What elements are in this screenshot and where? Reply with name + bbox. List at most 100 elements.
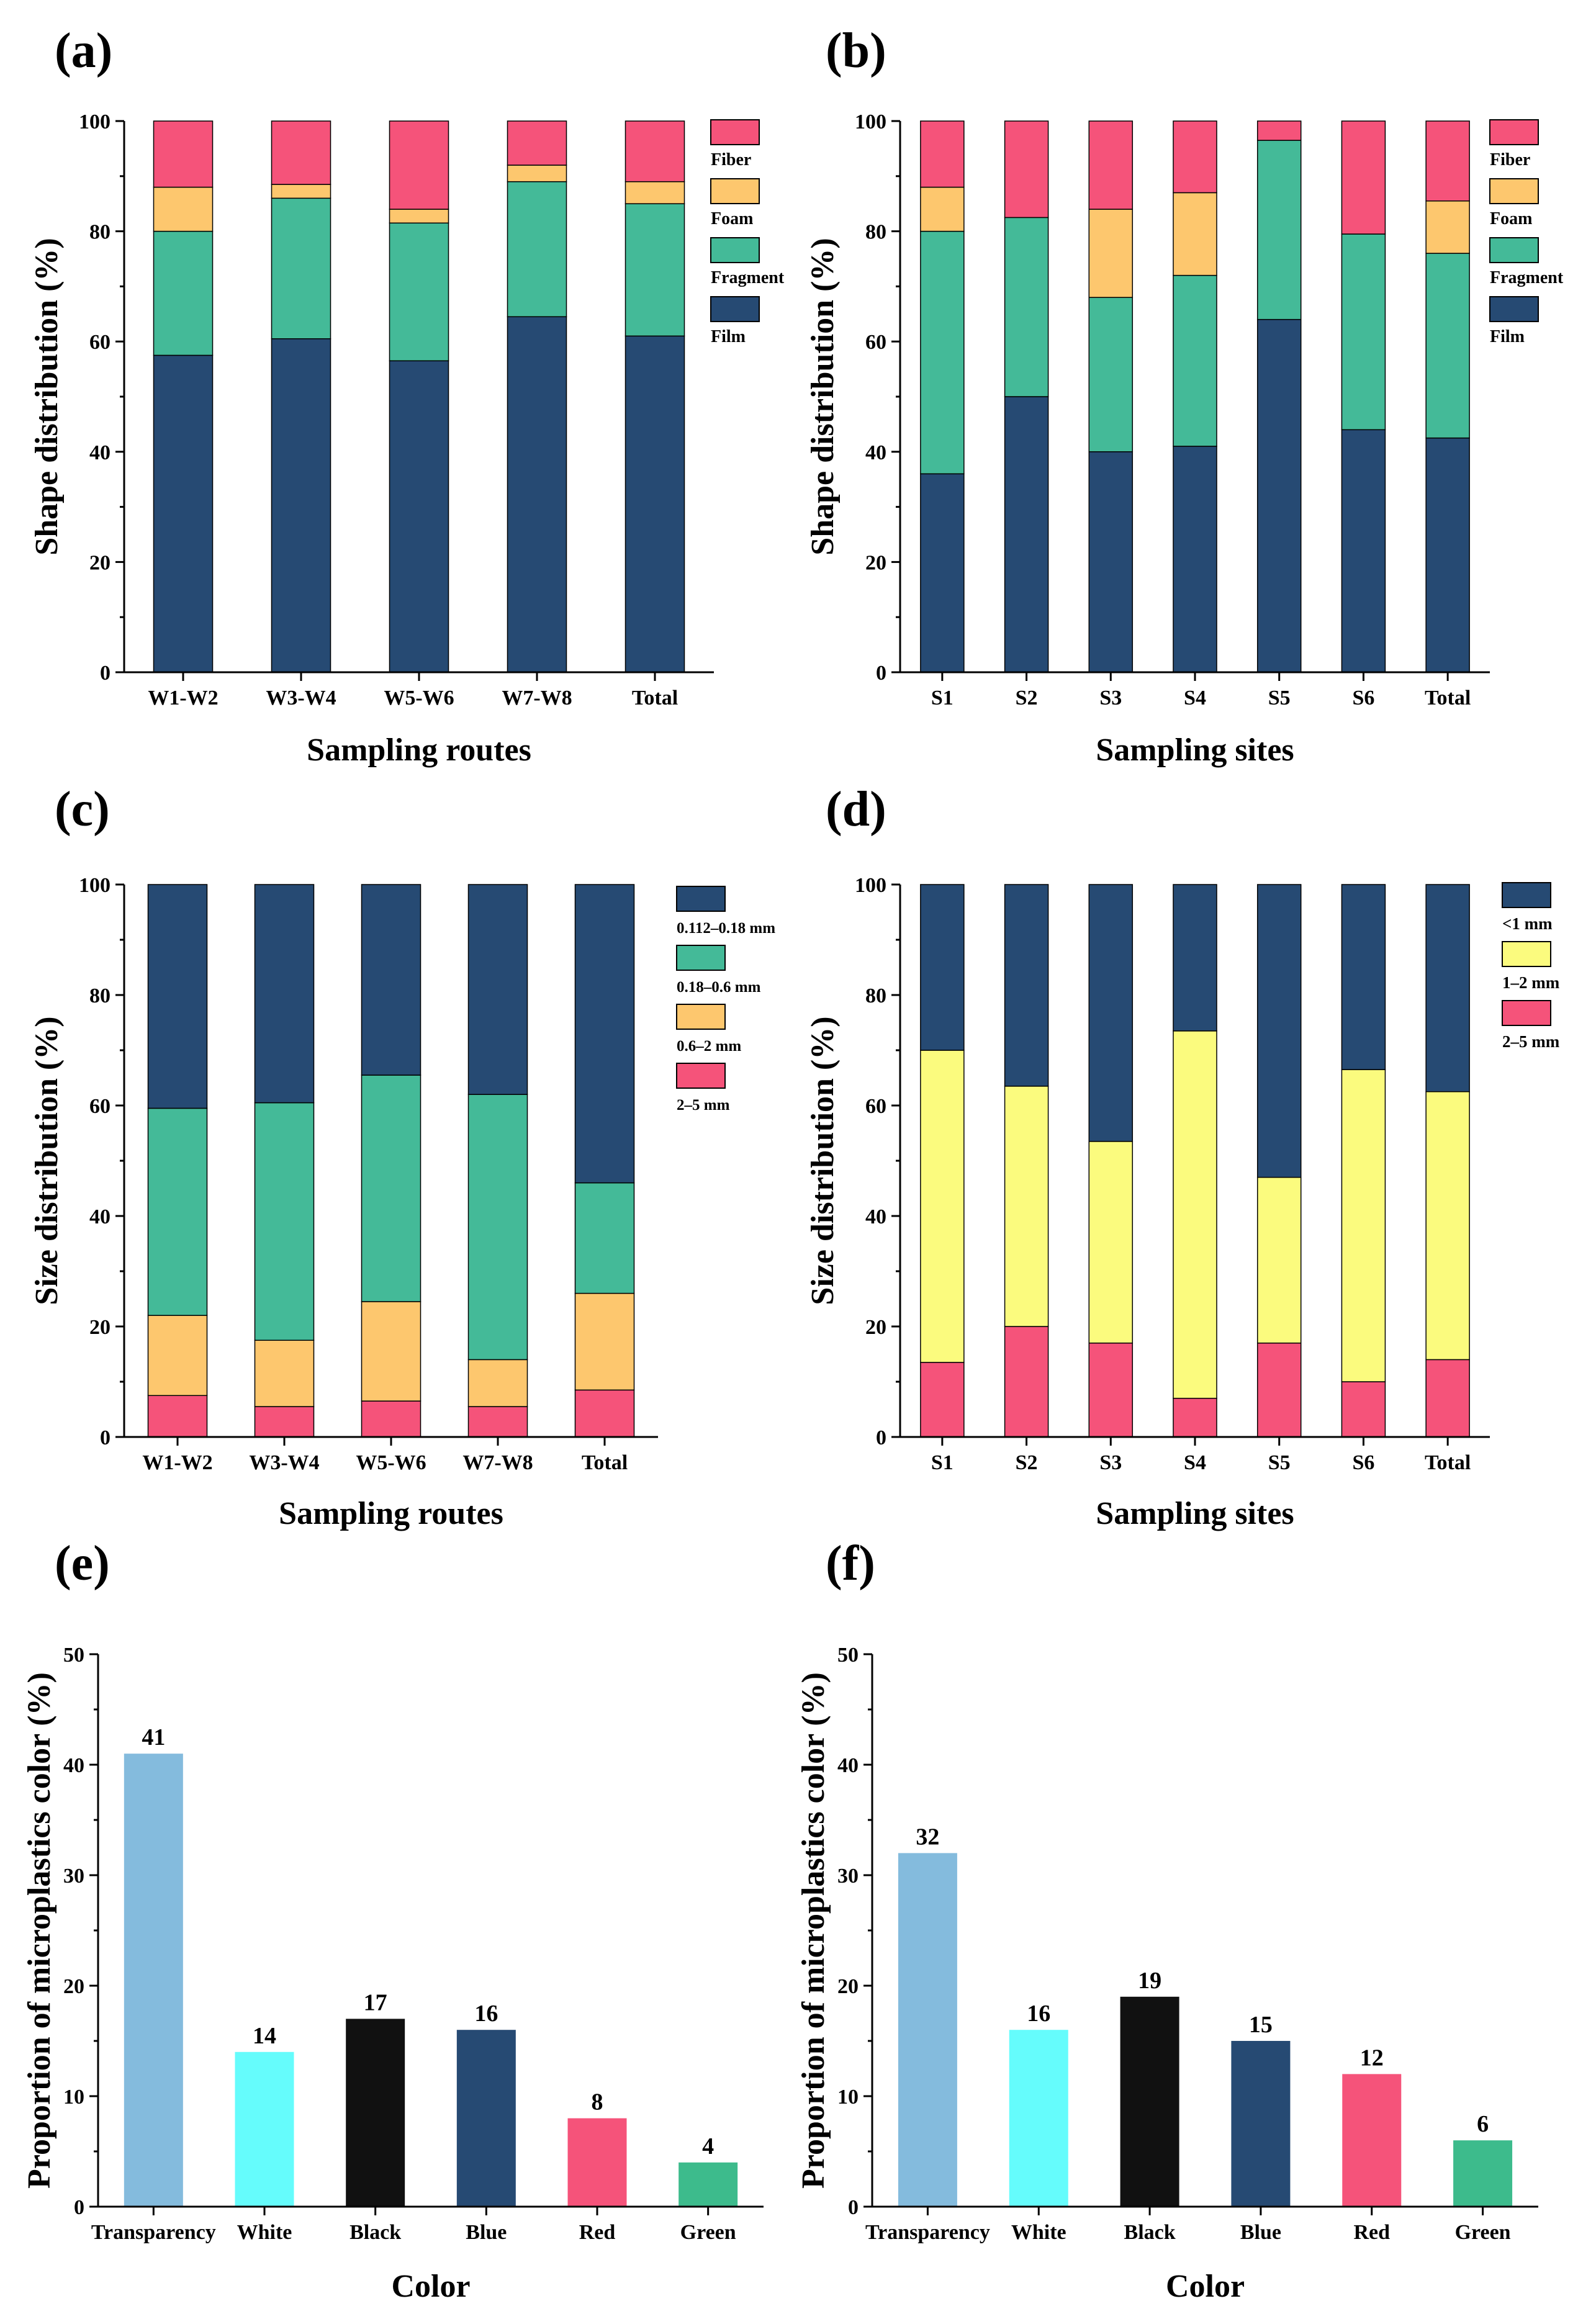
data-label: 8 bbox=[592, 2089, 603, 2115]
legend-swatch bbox=[1489, 237, 1539, 263]
legend-label: Film bbox=[1490, 327, 1525, 346]
bar-segment bbox=[361, 1301, 422, 1402]
x-tick-label: S5 bbox=[1268, 687, 1291, 709]
x-tick-label: White bbox=[237, 2221, 292, 2244]
data-label: 19 bbox=[1138, 1968, 1161, 1994]
y-tick-label: 0 bbox=[876, 662, 886, 685]
bar-segment bbox=[389, 360, 449, 673]
legend-swatch bbox=[1502, 882, 1551, 908]
bar-segment bbox=[1256, 120, 1302, 141]
y-axis-label: Shape distribution (%) bbox=[29, 238, 65, 555]
y-tick-label: 50 bbox=[837, 1644, 859, 1667]
data-label: 14 bbox=[253, 2023, 276, 2049]
bar-segment bbox=[254, 1102, 315, 1341]
bar-segment bbox=[624, 181, 685, 204]
x-tick-label: S1 bbox=[931, 1451, 954, 1474]
bar-segment bbox=[271, 197, 331, 340]
legend-swatch bbox=[710, 237, 760, 263]
legend-label: Foam bbox=[711, 209, 753, 228]
bar-segment bbox=[153, 186, 214, 232]
legend-swatch bbox=[676, 1063, 726, 1089]
bar-segment bbox=[507, 120, 567, 166]
bar-segment bbox=[574, 884, 635, 1184]
y-tick-label: 20 bbox=[837, 1975, 859, 1998]
x-tick-label: S2 bbox=[1016, 1451, 1038, 1474]
bar bbox=[679, 2162, 738, 2207]
x-axis-label: Sampling routes bbox=[279, 1496, 503, 1531]
bar-segment bbox=[920, 1362, 965, 1438]
x-tick-label: Total bbox=[1425, 1451, 1471, 1474]
y-tick-label: 10 bbox=[63, 2086, 84, 2109]
y-tick-label: 80 bbox=[865, 984, 886, 1007]
y-tick-label: 100 bbox=[855, 110, 886, 133]
bar bbox=[456, 2030, 516, 2207]
bar-segment bbox=[1256, 140, 1302, 320]
data-label: 32 bbox=[916, 1824, 939, 1850]
y-tick-label: 60 bbox=[89, 331, 110, 354]
y-tick-label: 30 bbox=[63, 1865, 84, 1888]
data-label: 15 bbox=[1249, 2012, 1273, 2038]
bar-segment bbox=[361, 1074, 422, 1302]
panel-a: (a) 0 20 40 60 80 100 W1-W2 W3-W4 W5-W6 W7-W8 Total… bbox=[29, 24, 785, 768]
x-tick-label: W3-W4 bbox=[249, 1451, 319, 1474]
bar-segment bbox=[1173, 446, 1217, 673]
y-axis-label: Size distribution (%) bbox=[29, 1016, 65, 1305]
legend-label: Fragment bbox=[1490, 268, 1564, 287]
bar-segment bbox=[624, 203, 685, 337]
x-tick-label: Red bbox=[1353, 2221, 1390, 2244]
x-tick-label: S3 bbox=[1099, 1451, 1122, 1474]
bar-segment bbox=[1088, 884, 1134, 1142]
bar-segment bbox=[271, 338, 331, 673]
legend-label: Fiber bbox=[711, 150, 751, 169]
bar-segment bbox=[147, 1107, 208, 1316]
bar-segment bbox=[507, 181, 567, 317]
y-tick-label: 40 bbox=[837, 1754, 859, 1777]
x-tick-label: Black bbox=[349, 2221, 401, 2244]
y-tick-label: 100 bbox=[79, 874, 110, 897]
legend-swatch bbox=[710, 119, 760, 145]
bar-segment bbox=[1088, 1141, 1134, 1344]
bar-segment bbox=[920, 884, 965, 1051]
bar-segment bbox=[574, 1182, 635, 1294]
bar bbox=[124, 1754, 183, 2207]
bar-segment bbox=[1173, 274, 1217, 447]
bar-segment bbox=[1173, 884, 1217, 1032]
y-tick-label: 40 bbox=[63, 1754, 84, 1777]
bar-segment bbox=[1004, 1326, 1049, 1438]
bar-segment bbox=[920, 473, 965, 673]
bar-segment bbox=[467, 1406, 528, 1438]
legend-swatch bbox=[676, 1004, 726, 1030]
y-tick-label: 0 bbox=[100, 662, 110, 685]
bar bbox=[235, 2051, 294, 2207]
bar-segment bbox=[1256, 884, 1302, 1178]
x-tick-label: W3-W4 bbox=[266, 687, 336, 709]
legend-swatch bbox=[676, 945, 726, 971]
legend-label: Fragment bbox=[711, 268, 785, 287]
bar-segment bbox=[147, 1395, 208, 1438]
legend-label: 0.6–2 mm bbox=[677, 1038, 741, 1055]
bar-segment bbox=[507, 164, 567, 182]
bar-segment bbox=[1341, 120, 1386, 235]
panel-label: (a) bbox=[55, 24, 112, 78]
x-tick-label: Red bbox=[579, 2221, 616, 2244]
bar-segment bbox=[920, 230, 965, 475]
legend-swatch bbox=[710, 178, 760, 204]
bar-segment bbox=[361, 1400, 422, 1438]
y-tick-label: 40 bbox=[865, 1205, 886, 1228]
bar bbox=[1342, 2074, 1402, 2207]
y-tick-label: 0 bbox=[848, 2196, 859, 2219]
bar-segment bbox=[1173, 120, 1217, 194]
y-tick-label: 60 bbox=[89, 1095, 110, 1118]
y-tick-label: 30 bbox=[837, 1865, 859, 1888]
y-tick-label: 20 bbox=[63, 1975, 84, 1998]
legend: Fiber Foam Fragment Film bbox=[710, 119, 785, 346]
bar-segment bbox=[574, 1389, 635, 1438]
legend-label: <1 mm bbox=[1502, 914, 1553, 933]
x-tick-label: Transparency bbox=[865, 2221, 990, 2244]
x-tick-label: Blue bbox=[466, 2221, 507, 2244]
bar-segment bbox=[271, 120, 331, 185]
panel-d: (d) 0 20 40 60 80 100 S1 S2 S3 S4 S5 S6 Total Sampling… bbox=[805, 782, 1560, 1531]
panel-label: (c) bbox=[55, 782, 110, 837]
bar-segment bbox=[153, 354, 214, 673]
